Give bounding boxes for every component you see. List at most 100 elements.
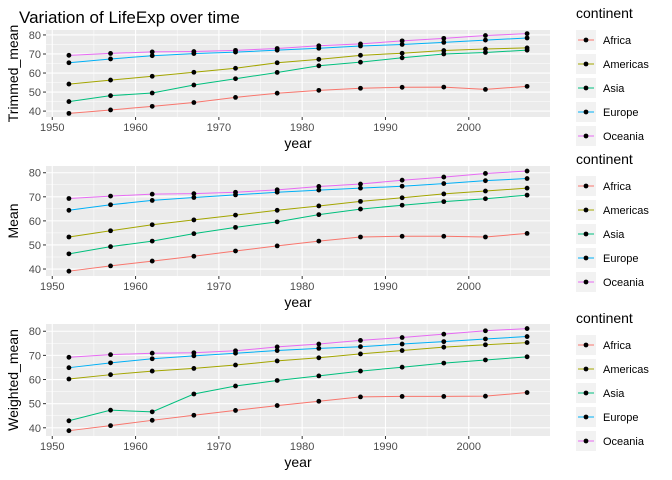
data-point-africa: [233, 248, 238, 254]
y-tick-label: 50: [29, 240, 41, 252]
data-point-asia: [358, 206, 363, 212]
data-point-asia: [441, 199, 447, 205]
legend-label-oceania: Oceania: [603, 277, 645, 289]
data-point-oceania: [316, 341, 322, 347]
data-point-oceania: [399, 177, 405, 183]
data-point-asia: [108, 407, 113, 413]
legend-key-point-americas: [583, 366, 589, 372]
legend-label-asia: Asia: [603, 388, 625, 400]
data-point-americas: [233, 212, 238, 218]
data-point-asia: [358, 368, 363, 374]
legend-label-europe: Europe: [603, 253, 638, 265]
data-point-europe: [191, 195, 197, 200]
data-point-americas: [483, 188, 488, 194]
data-point-americas: [399, 195, 405, 201]
data-point-oceania: [66, 196, 72, 201]
data-point-oceania: [191, 191, 197, 197]
data-point-americas: [149, 368, 155, 374]
data-point-europe: [316, 345, 322, 351]
data-point-africa: [399, 394, 405, 399]
data-point-asia: [483, 50, 488, 55]
charts-container: 1950 1960 1970 1980 1990 2000 40 50 60 70 80 year Tr…: [5, 5, 649, 470]
data-point-asia: [316, 373, 322, 379]
data-point-asia: [66, 251, 72, 257]
data-point-europe: [108, 202, 113, 208]
data-point-americas: [483, 46, 488, 52]
series-line-europe: [68, 178, 528, 211]
data-point-asia: [399, 55, 405, 61]
data-point-oceania: [274, 344, 280, 350]
data-point-africa: [191, 253, 197, 259]
data-point-americas: [108, 228, 113, 234]
x-tick-label: 1970: [207, 281, 231, 293]
series-line-africa: [68, 85, 528, 114]
series-line-oceania: [68, 170, 528, 199]
data-point-asia: [191, 82, 197, 88]
data-point-oceania: [108, 193, 113, 199]
x-tick-label: 1990: [373, 122, 397, 134]
data-point-africa: [316, 238, 322, 244]
chart-2: 1950 1960 1970 1980 1990 2000 40 50 60 70 80 year Me…: [5, 151, 649, 310]
data-point-africa: [524, 390, 530, 395]
data-point-africa: [524, 230, 530, 236]
data-point-africa: [191, 100, 197, 105]
data-point-europe: [441, 181, 447, 186]
data-point-americas: [441, 344, 447, 350]
data-point-asia: [524, 192, 530, 198]
data-point-africa: [399, 84, 405, 90]
data-point-oceania: [441, 35, 447, 41]
data-point-americas: [399, 50, 405, 56]
data-point-africa: [358, 234, 363, 240]
x-tick-label: 1980: [290, 122, 314, 134]
data-point-europe: [66, 60, 72, 66]
data-point-asia: [149, 409, 155, 415]
legend-key-point-europe: [583, 414, 589, 420]
series-line-oceania: [68, 328, 528, 358]
x-tick-label: 1990: [373, 281, 397, 293]
data-point-americas: [191, 217, 197, 223]
data-point-europe: [399, 183, 405, 189]
y-tick-label: 50: [29, 87, 41, 99]
data-point-africa: [441, 233, 447, 239]
data-point-oceania: [316, 43, 322, 49]
x-axis-title: year: [284, 135, 312, 151]
data-point-africa: [108, 423, 113, 429]
legend-label-oceania: Oceania: [603, 131, 645, 143]
data-point-africa: [524, 83, 530, 89]
series-line-europe: [68, 37, 528, 64]
data-point-europe: [316, 187, 322, 193]
data-point-americas: [316, 203, 322, 209]
data-point-asia: [233, 224, 238, 230]
data-point-africa: [441, 84, 447, 90]
data-point-africa: [274, 243, 280, 249]
data-point-asia: [149, 238, 155, 244]
data-point-asia: [441, 360, 447, 366]
data-point-oceania: [524, 168, 530, 174]
data-point-asia: [233, 383, 238, 389]
data-point-europe: [483, 178, 488, 184]
y-tick-label: 40: [29, 423, 41, 435]
data-point-europe: [108, 360, 113, 366]
data-point-asia: [316, 63, 322, 69]
legend-title: continent: [576, 310, 633, 326]
data-point-oceania: [108, 352, 113, 358]
y-tick-label: 80: [29, 326, 41, 338]
legend-key-point-africa: [583, 183, 589, 189]
data-point-africa: [274, 403, 280, 408]
data-point-oceania: [191, 350, 197, 356]
x-tick-label: 1980: [290, 281, 314, 293]
data-point-americas: [66, 81, 72, 87]
data-point-americas: [233, 362, 238, 368]
data-point-americas: [441, 48, 447, 53]
y-tick-label: 40: [29, 264, 41, 276]
data-point-americas: [274, 207, 280, 213]
legend-label-europe: Europe: [603, 107, 638, 119]
data-point-africa: [483, 234, 488, 240]
series-line-africa: [68, 232, 528, 272]
legend-label-africa: Africa: [603, 35, 632, 47]
data-point-americas: [441, 191, 447, 197]
data-point-asia: [108, 244, 113, 250]
legend-label-asia: Asia: [603, 229, 625, 241]
x-tick-label: 1960: [123, 281, 147, 293]
